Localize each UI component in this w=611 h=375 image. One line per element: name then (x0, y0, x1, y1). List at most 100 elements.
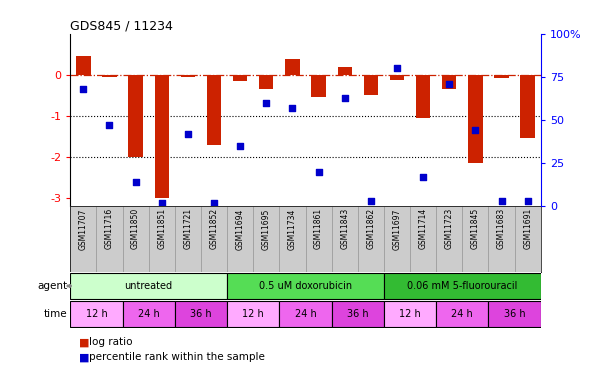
Bar (364, 75, 378, 95)
Text: 0.06 mM 5-fluorouracil: 0.06 mM 5-fluorouracil (407, 281, 518, 291)
Bar (207, 75, 221, 145)
Text: 36 h: 36 h (190, 309, 212, 319)
Bar (358, 206, 384, 272)
Point (340, 94, 349, 100)
Bar (488, 302, 541, 327)
Bar (70, 302, 123, 327)
Bar (384, 273, 541, 298)
Text: GSM11691: GSM11691 (523, 208, 532, 249)
Bar (332, 302, 384, 327)
Bar (410, 206, 436, 272)
Point (183, 131, 193, 137)
Point (419, 174, 428, 180)
Text: 12 h: 12 h (86, 309, 108, 319)
Bar (175, 206, 201, 272)
Bar (384, 302, 436, 327)
Text: GSM11697: GSM11697 (392, 208, 401, 250)
Point (104, 122, 114, 128)
Text: percentile rank within the sample: percentile rank within the sample (89, 352, 265, 362)
Text: time: time (43, 309, 67, 319)
Text: 24 h: 24 h (295, 309, 316, 319)
Bar (123, 302, 175, 327)
Point (497, 198, 507, 204)
Text: GSM11852: GSM11852 (210, 208, 219, 249)
Point (78, 86, 88, 92)
Bar (279, 302, 332, 327)
Text: GSM11851: GSM11851 (157, 208, 166, 249)
Point (209, 200, 219, 206)
Bar (436, 302, 488, 327)
Point (392, 65, 402, 71)
Point (444, 81, 454, 87)
Bar (332, 206, 358, 272)
Text: GSM11734: GSM11734 (288, 208, 297, 250)
Text: GSM11695: GSM11695 (262, 208, 271, 250)
Text: 12 h: 12 h (243, 309, 264, 319)
Bar (227, 206, 253, 272)
Text: 24 h: 24 h (138, 309, 159, 319)
Text: 36 h: 36 h (504, 309, 525, 319)
Bar (181, 75, 195, 77)
Bar (76, 56, 90, 75)
Text: GSM11694: GSM11694 (236, 208, 244, 250)
Text: GSM11843: GSM11843 (340, 208, 349, 249)
Text: ■: ■ (79, 337, 90, 347)
Point (366, 198, 376, 204)
Bar (521, 75, 535, 138)
Text: GSM11845: GSM11845 (471, 208, 480, 249)
Bar (514, 206, 541, 272)
Bar (102, 75, 117, 77)
Text: GSM11861: GSM11861 (314, 208, 323, 249)
Bar (175, 302, 227, 327)
Bar (97, 206, 123, 272)
Text: agent: agent (37, 281, 67, 291)
Text: 0.5 uM doxorubicin: 0.5 uM doxorubicin (259, 281, 352, 291)
Bar (128, 75, 143, 157)
Bar (312, 75, 326, 98)
Text: GDS845 / 11234: GDS845 / 11234 (70, 20, 173, 33)
Bar (227, 302, 279, 327)
Text: 36 h: 36 h (347, 309, 368, 319)
Bar (201, 206, 227, 272)
Text: GSM11850: GSM11850 (131, 208, 140, 249)
Text: untreated: untreated (125, 281, 173, 291)
Bar (306, 206, 332, 272)
Text: 12 h: 12 h (399, 309, 421, 319)
Bar (468, 75, 483, 163)
Point (131, 179, 141, 185)
Text: log ratio: log ratio (89, 337, 132, 347)
Bar (285, 59, 299, 75)
Text: 24 h: 24 h (452, 309, 473, 319)
Bar (259, 75, 274, 89)
Text: ■: ■ (79, 352, 90, 362)
Bar (416, 75, 430, 118)
Text: GSM11862: GSM11862 (367, 208, 375, 249)
Bar (233, 75, 247, 81)
Bar (442, 75, 456, 89)
Text: GSM11683: GSM11683 (497, 208, 506, 249)
Point (523, 198, 533, 204)
Bar (123, 206, 148, 272)
Point (288, 105, 298, 111)
Bar (463, 206, 488, 272)
Text: GSM11723: GSM11723 (445, 208, 454, 249)
Bar (390, 75, 404, 80)
Point (262, 100, 271, 106)
Bar (70, 206, 97, 272)
Text: GSM11714: GSM11714 (419, 208, 428, 249)
Point (235, 143, 245, 149)
Point (157, 200, 167, 206)
Bar (488, 206, 514, 272)
Bar (148, 206, 175, 272)
Bar (70, 273, 227, 298)
Bar (227, 273, 384, 298)
Bar (436, 206, 463, 272)
Bar (155, 75, 169, 198)
Point (470, 128, 480, 134)
Text: GSM11707: GSM11707 (79, 208, 88, 250)
Text: GSM11721: GSM11721 (183, 208, 192, 249)
Text: GSM11716: GSM11716 (105, 208, 114, 249)
Bar (253, 206, 279, 272)
Bar (494, 75, 509, 78)
Bar (279, 206, 306, 272)
